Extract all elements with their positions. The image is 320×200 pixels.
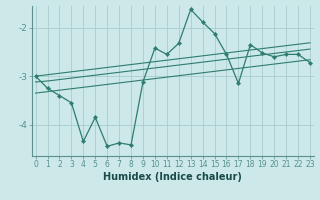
X-axis label: Humidex (Indice chaleur): Humidex (Indice chaleur): [103, 172, 242, 182]
